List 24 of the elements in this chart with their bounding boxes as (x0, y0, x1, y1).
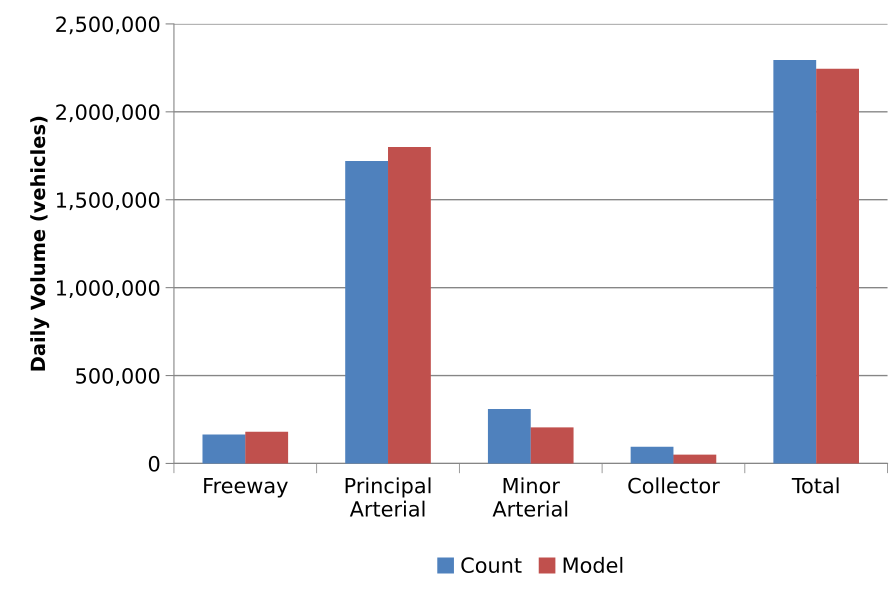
y-tick-label: 1,500,000 (57, 192, 160, 210)
x-tick-label: Minor Arterial (492, 477, 568, 517)
y-tick-label: 2,500,000 (56, 16, 160, 34)
bar (773, 60, 816, 464)
bar (673, 454, 716, 464)
bar (488, 408, 531, 464)
bar (202, 434, 246, 464)
bar (816, 68, 859, 464)
y-tick-label: 1,000,000 (57, 280, 160, 298)
y-axis-title: Daily Volume (vehicles) (30, 116, 50, 370)
x-tick-label: Freeway (204, 478, 288, 498)
x-tick-label: Principal Arterial (346, 477, 430, 517)
legend-label: Count (461, 557, 522, 574)
bar (345, 161, 388, 464)
x-tick-label: Collector (628, 477, 720, 494)
bar (245, 432, 288, 464)
bar (388, 146, 431, 464)
y-tick-label: 2,000,000 (56, 104, 160, 122)
y-tick-label: 500,000 (76, 368, 160, 386)
y-tick-label: 0 (148, 456, 160, 472)
x-tick-label: Total (792, 477, 839, 494)
bar (630, 446, 674, 464)
legend-label: Model (564, 556, 622, 574)
bar (530, 427, 574, 464)
